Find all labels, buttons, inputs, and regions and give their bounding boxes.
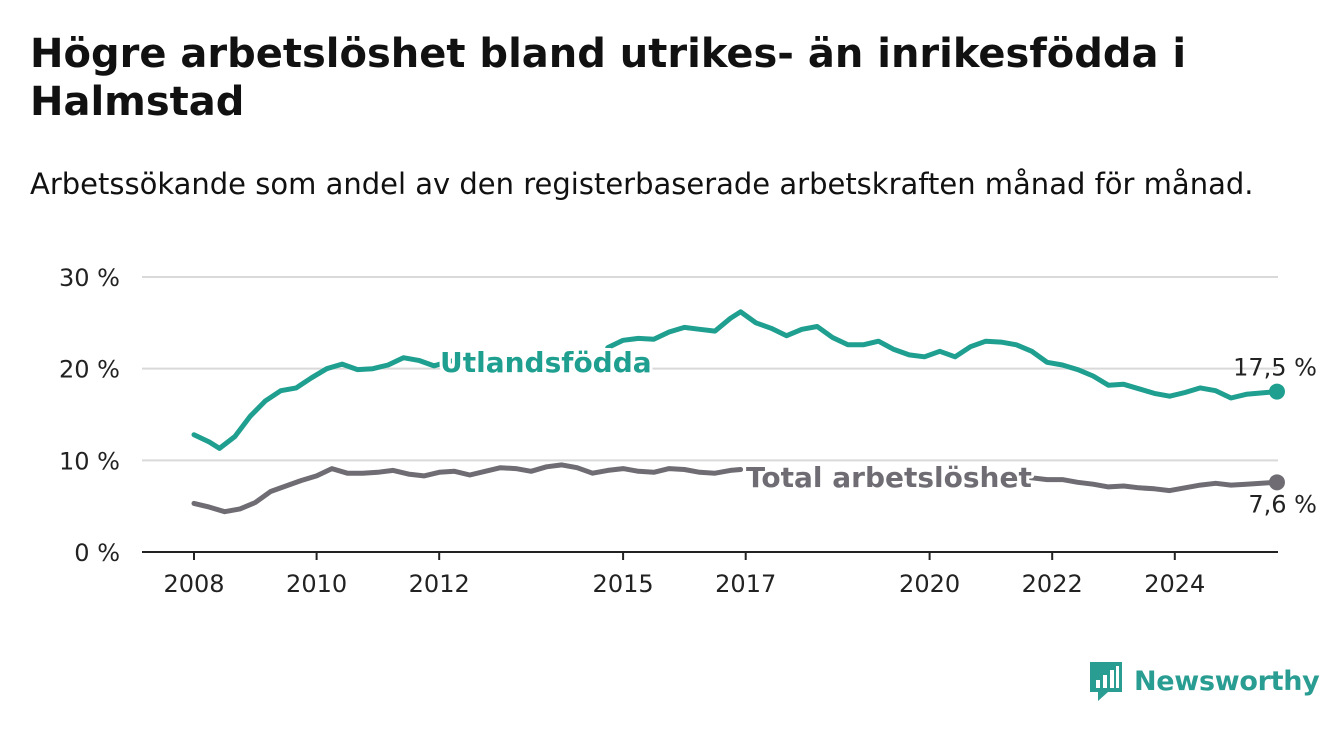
y-tick-label: 0 % (74, 539, 120, 567)
series-end-label: 7,6 % (1248, 490, 1317, 518)
y-tick-label: 30 % (59, 264, 120, 292)
brand-name: Newsworthy (1134, 665, 1320, 697)
series-annotation: Utlandsfödda (440, 346, 652, 379)
x-tick-label: 2022 (1022, 570, 1083, 598)
chart-subtitle: Arbetssökande som andel av den registerb… (30, 167, 1254, 201)
x-tick-label: 2012 (409, 570, 470, 598)
grid-lines (142, 276, 1278, 462)
series-lines (191, 309, 1285, 515)
x-tick-label: 2015 (593, 570, 654, 598)
x-tick-label: 2017 (715, 570, 776, 598)
series-line (191, 355, 468, 451)
x-axis (142, 551, 1278, 560)
y-tick-label: 10 % (59, 447, 120, 475)
series-end-point (1268, 474, 1285, 491)
series-line (191, 462, 744, 515)
newsworthy-bar-chart-icon (1090, 662, 1122, 701)
series-annotation: Total arbetslöshet (746, 461, 1032, 494)
x-tick-label: 2024 (1144, 570, 1205, 598)
series-end-point (1268, 383, 1285, 400)
x-tick-label: 2020 (899, 570, 960, 598)
chart-title: Högre arbetslöshet bland utrikes- än inr… (30, 31, 1187, 125)
y-tick-label: 20 % (59, 356, 120, 384)
x-tick-label: 2008 (163, 570, 224, 598)
series-line (605, 309, 1280, 401)
x-tick-label: 2010 (286, 570, 347, 598)
newsworthy-logo: Newsworthy (1088, 660, 1320, 702)
series-line (1013, 473, 1280, 494)
chart-labels: 0 % 10 % 20 % 30 % 2008 2010 2012 2015 2017 2020 2… (59, 264, 1317, 598)
series-end-label: 17,5 % (1233, 354, 1317, 382)
